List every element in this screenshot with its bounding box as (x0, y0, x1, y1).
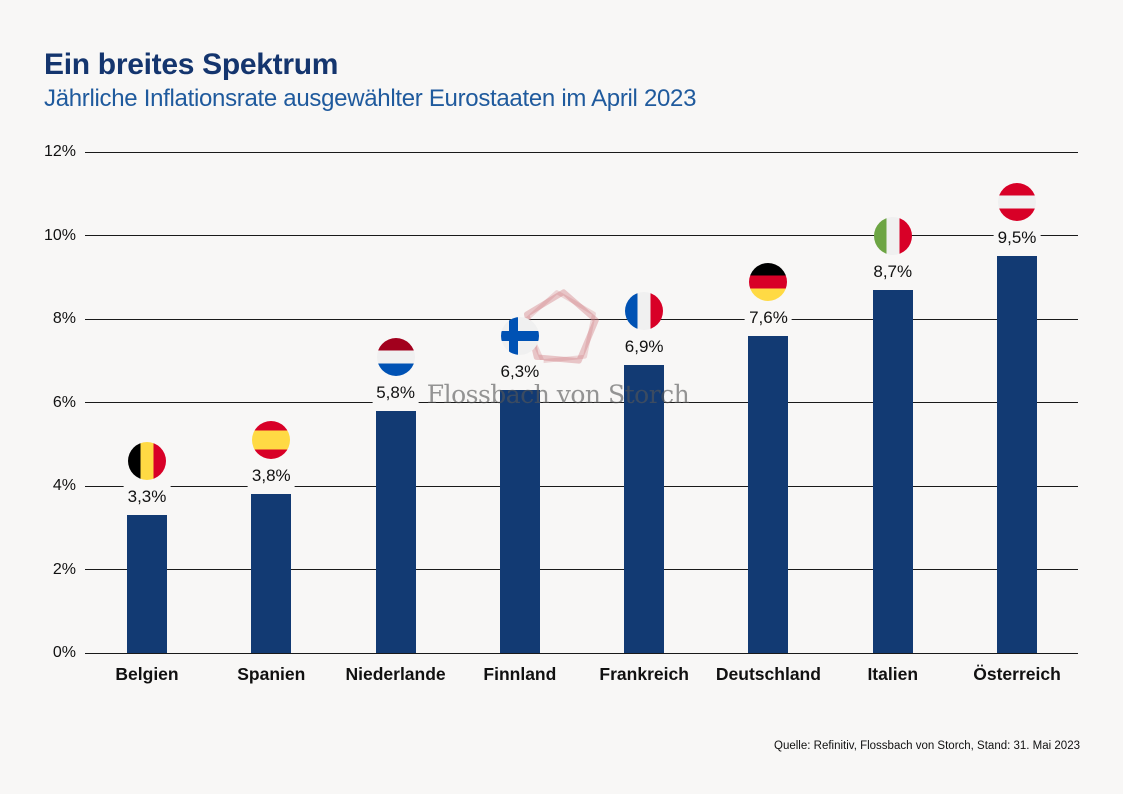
gridline-4pct (85, 485, 1078, 487)
bar-value-label-italien: 8,7% (869, 259, 917, 284)
spain-flag-icon (252, 421, 291, 460)
x-axis-label-deutschland: Deutschland (715, 664, 821, 684)
bar-spanien (251, 494, 292, 653)
bar-deutschland (748, 335, 789, 653)
x-axis-label-österreich: Österreich (973, 664, 1061, 684)
gridline-10pct (85, 235, 1078, 236)
gridline-8pct (85, 318, 1078, 320)
x-axis-label-spanien: Spanien (237, 664, 306, 684)
belgium-flag-icon (128, 442, 166, 481)
bar-belgien (127, 515, 167, 653)
bar-frankreich (624, 364, 665, 653)
bar-value-label-spanien: 3,8% (247, 464, 295, 489)
y-axis-label-0pct: 0% (52, 644, 76, 661)
x-axis-label-finnland: Finnland (483, 664, 557, 684)
x-axis-label-frankreich: Frankreich (599, 664, 689, 684)
italy-flag-icon (873, 216, 912, 255)
bar-value-label-österreich: 9,5% (993, 226, 1041, 251)
y-axis-label-4pct: 4% (52, 477, 76, 494)
bar-value-label-frankreich: 6,9% (620, 334, 668, 359)
bar-finnland (499, 389, 540, 653)
page-title: Ein breites Spektrum (44, 48, 339, 81)
bar-value-label-niederlande: 5,8% (372, 380, 419, 405)
y-axis-label-6pct: 6% (52, 393, 76, 411)
austria-flag-icon (998, 183, 1037, 222)
bar-niederlande (375, 410, 416, 653)
bar-value-label-deutschland: 7,6% (745, 305, 792, 330)
x-axis-label-belgien: Belgien (115, 664, 179, 684)
germany-flag-icon (749, 262, 788, 301)
y-axis-label-12pct: 12% (43, 143, 76, 160)
y-axis-label-10pct: 10% (43, 226, 76, 244)
x-axis-label-niederlande: Niederlande (345, 664, 446, 684)
gridline-12pct (85, 151, 1078, 153)
bar-value-label-belgien: 3,3% (123, 485, 171, 510)
x-axis-label-italien: Italien (867, 664, 919, 684)
gridline-0pct (85, 652, 1078, 654)
finland-flag-icon (500, 316, 539, 355)
gridline-6pct (85, 402, 1078, 403)
page-subtitle: Jährliche Inflationsrate ausgewählter Eu… (44, 85, 697, 112)
bar-österreich (997, 256, 1038, 653)
netherlands-flag-icon (376, 337, 415, 376)
y-axis-label-2pct: 2% (52, 560, 76, 578)
source-note: Quelle: Refinitiv, Flossbach von Storch,… (774, 740, 1080, 752)
bar-value-label-finnland: 6,3% (496, 359, 544, 384)
y-axis-label-8pct: 8% (52, 310, 76, 327)
gridline-2pct (85, 569, 1078, 570)
bar-italien (872, 289, 913, 653)
flag-cross-horizontal (500, 331, 539, 341)
france-flag-icon (625, 291, 664, 330)
